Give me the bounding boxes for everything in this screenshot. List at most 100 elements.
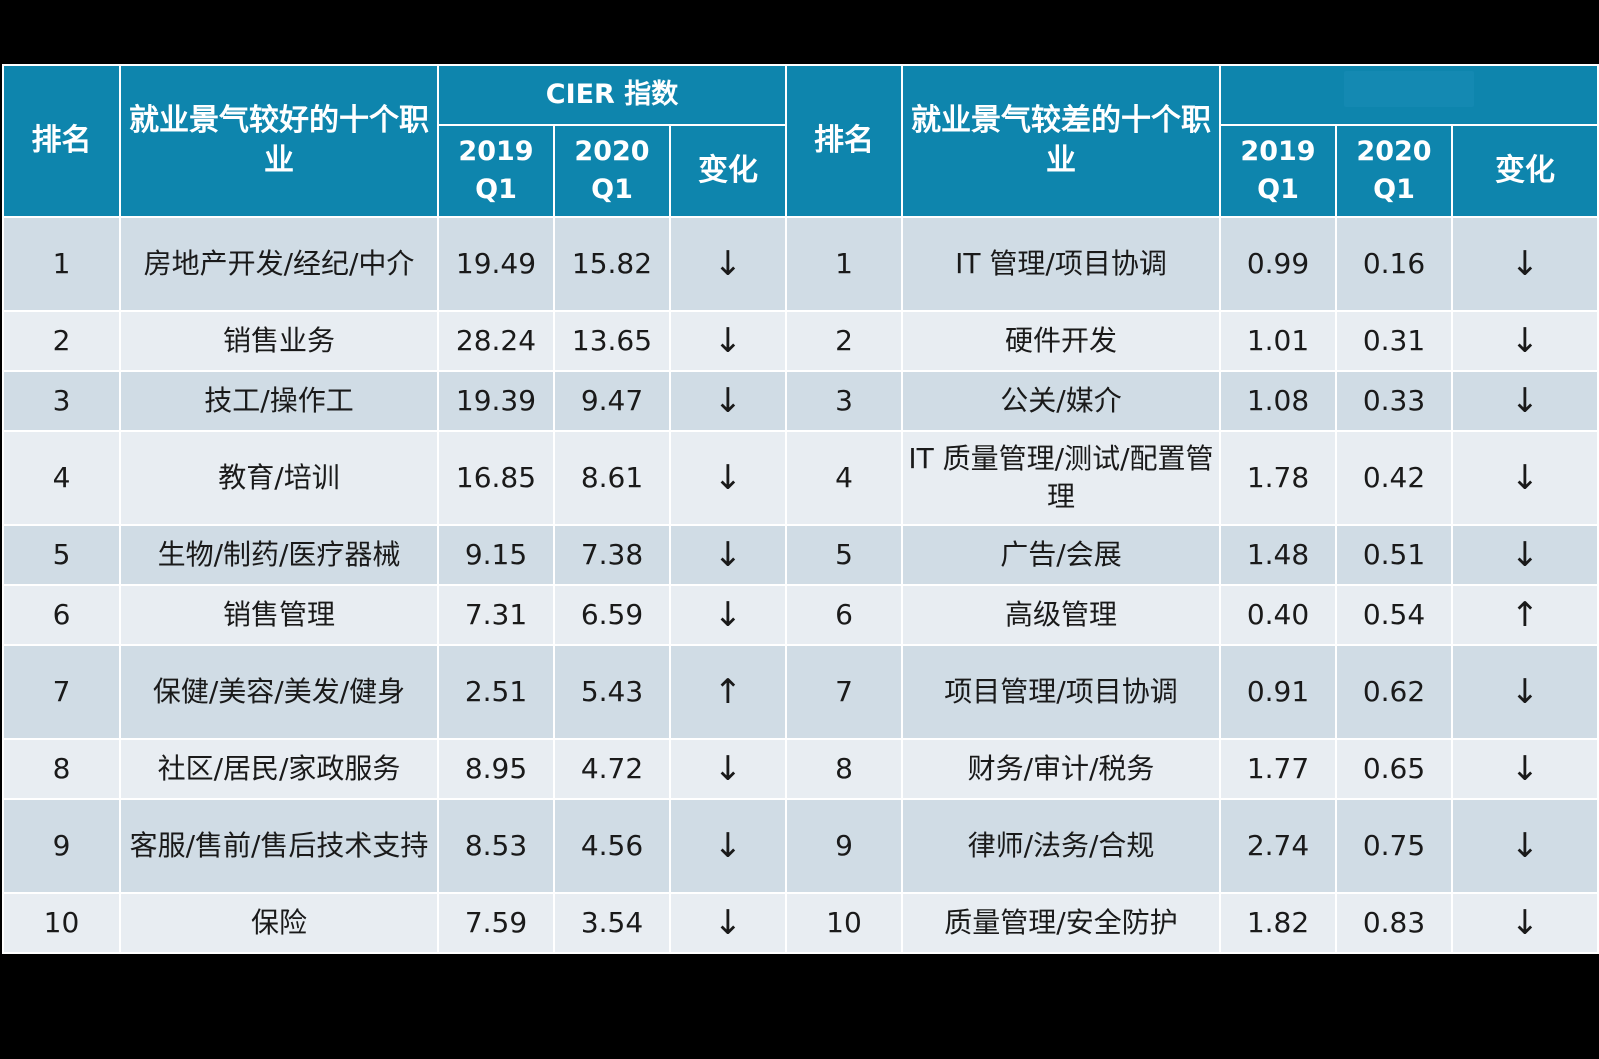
header-change-right: 变化 [1450,124,1599,218]
good-2019-cell: 9.15 [437,524,555,586]
table-row: 2 销售业务 28.24 13.65 ↓ 2 硬件开发 1.01 0.31 ↓ [2,310,1599,372]
good-2020-cell: 3.54 [553,892,671,954]
table-row: 5 生物/制药/医疗器械 9.15 7.38 ↓ 5 广告/会展 1.48 0.51 ↓ [2,524,1599,586]
good-occupation-cell: 客服/售前/售后技术支持 [119,798,439,894]
good-2020-cell: 8.61 [553,430,671,526]
faded-header-label [1344,71,1475,107]
rank-cell-right: 2 [785,310,903,372]
bad-change-cell: ↓ [1450,524,1599,586]
bad-occupation-cell: 律师/法务/合规 [901,798,1221,894]
rank-cell-right: 8 [785,738,903,800]
good-2020-cell: 13.65 [553,310,671,372]
bad-2019-cell: 2.74 [1219,798,1337,894]
header-rank-left: 排名 [2,64,121,218]
good-change-cell: ↓ [669,370,787,432]
bad-2020-cell: 0.62 [1335,644,1453,740]
header-good-occupations: 就业景气较好的十个职业 [119,64,439,218]
header-2020-q1-left: 2020 Q1 [553,124,671,218]
good-occupation-cell: 教育/培训 [119,430,439,526]
bad-occupation-cell: IT 管理/项目协调 [901,216,1221,312]
bad-2020-cell: 0.65 [1335,738,1453,800]
table-row: 4 教育/培训 16.85 8.61 ↓ 4 IT 质量管理/测试/配置管理 1.78 0.42… [2,430,1599,526]
good-occupation-cell: 房地产开发/经纪/中介 [119,216,439,312]
bad-change-cell: ↓ [1450,738,1599,800]
rank-cell-right: 4 [785,430,903,526]
table-body: 1 房地产开发/经纪/中介 19.49 15.82 ↓ 1 IT 管理/项目协调 0.99 0.… [2,216,1599,954]
bad-change-cell: ↓ [1450,370,1599,432]
good-2019-cell: 19.39 [437,370,555,432]
header-change-left: 变化 [669,124,787,218]
good-change-cell: ↓ [669,430,787,526]
bad-occupation-cell: 质量管理/安全防护 [901,892,1221,954]
bad-2020-cell: 0.31 [1335,310,1453,372]
good-2020-cell: 4.72 [553,738,671,800]
bad-occupation-cell: 财务/审计/税务 [901,738,1221,800]
good-2020-cell: 7.38 [553,524,671,586]
good-occupation-cell: 销售业务 [119,310,439,372]
cier-index-table: 排名 就业景气较好的十个职业 CIER 指数 排名 就业景气较差的十个职业 20… [2,64,1599,954]
bad-occupation-cell: 公关/媒介 [901,370,1221,432]
table-row: 3 技工/操作工 19.39 9.47 ↓ 3 公关/媒介 1.08 0.33 ↓ [2,370,1599,432]
good-occupation-cell: 生物/制药/医疗器械 [119,524,439,586]
bad-2019-cell: 1.48 [1219,524,1337,586]
bad-2019-cell: 1.01 [1219,310,1337,372]
bad-2019-cell: 0.99 [1219,216,1337,312]
rank-cell-right: 5 [785,524,903,586]
bad-2019-cell: 1.08 [1219,370,1337,432]
bad-occupation-cell: 高级管理 [901,584,1221,646]
bad-2020-cell: 0.75 [1335,798,1453,894]
bad-occupation-cell: 硬件开发 [901,310,1221,372]
good-2019-cell: 16.85 [437,430,555,526]
bad-2019-cell: 1.82 [1219,892,1337,954]
rank-cell-left: 5 [2,524,121,586]
good-2019-cell: 8.53 [437,798,555,894]
good-change-cell: ↓ [669,310,787,372]
good-change-cell: ↓ [669,584,787,646]
bad-2019-cell: 1.77 [1219,738,1337,800]
bad-change-cell: ↓ [1450,892,1599,954]
bad-change-cell: ↓ [1450,310,1599,372]
bad-change-cell: ↓ [1450,798,1599,894]
bad-2019-cell: 0.40 [1219,584,1337,646]
good-2020-cell: 5.43 [553,644,671,740]
table-row: 6 销售管理 7.31 6.59 ↓ 6 高级管理 0.40 0.54 ↑ [2,584,1599,646]
good-2020-cell: 6.59 [553,584,671,646]
good-occupation-cell: 销售管理 [119,584,439,646]
rank-cell-right: 7 [785,644,903,740]
good-occupation-cell: 保健/美容/美发/健身 [119,644,439,740]
good-2019-cell: 8.95 [437,738,555,800]
good-change-cell: ↓ [669,798,787,894]
bad-change-cell: ↓ [1450,430,1599,526]
header-bad-occupations: 就业景气较差的十个职业 [901,64,1221,218]
rank-cell-left: 2 [2,310,121,372]
bad-2020-cell: 0.16 [1335,216,1453,312]
rank-cell-left: 10 [2,892,121,954]
bad-2020-cell: 0.33 [1335,370,1453,432]
good-change-cell: ↓ [669,738,787,800]
bad-occupation-cell: 广告/会展 [901,524,1221,586]
bad-change-cell: ↓ [1450,644,1599,740]
good-2020-cell: 9.47 [553,370,671,432]
rank-cell-left: 6 [2,584,121,646]
bad-2020-cell: 0.51 [1335,524,1453,586]
table-row: 10 保险 7.59 3.54 ↓ 10 质量管理/安全防护 1.82 0.83 ↓ [2,892,1599,954]
good-occupation-cell: 社区/居民/家政服务 [119,738,439,800]
table-row: 9 客服/售前/售后技术支持 8.53 4.56 ↓ 9 律师/法务/合规 2.74 0.75 ↓ [2,798,1599,894]
header-rank-right: 排名 [785,64,903,218]
header-cier-index-right [1218,64,1599,126]
good-2019-cell: 7.31 [437,584,555,646]
bad-2020-cell: 0.54 [1335,584,1453,646]
header-2020-q1-right: 2020 Q1 [1335,124,1453,218]
header-cier-index-left: CIER 指数 [437,64,787,126]
good-occupation-cell: 保险 [119,892,439,954]
rank-cell-right: 1 [785,216,903,312]
bad-change-cell: ↓ [1450,216,1599,312]
bad-2020-cell: 0.83 [1335,892,1453,954]
good-change-cell: ↓ [669,524,787,586]
good-2020-cell: 4.56 [553,798,671,894]
good-2019-cell: 19.49 [437,216,555,312]
bad-change-cell: ↑ [1450,584,1599,646]
good-2019-cell: 7.59 [437,892,555,954]
rank-cell-right: 6 [785,584,903,646]
bad-2019-cell: 1.78 [1219,430,1337,526]
